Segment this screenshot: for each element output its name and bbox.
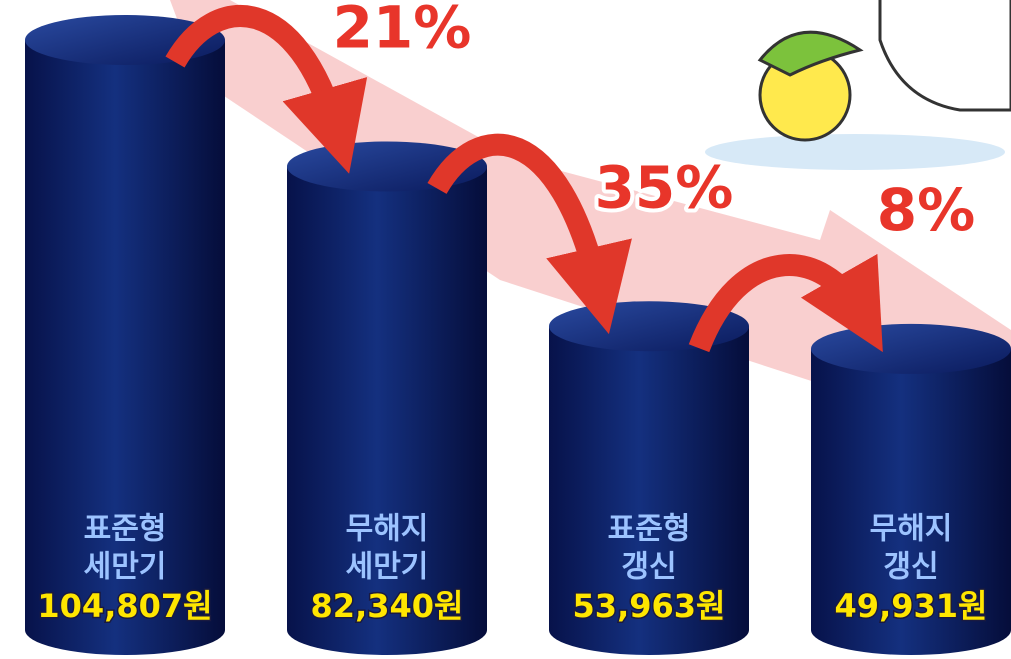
- value-label: 49,931원: [835, 587, 988, 625]
- change-arrow: [688, 253, 883, 353]
- ground: [705, 134, 1005, 170]
- change-label: 21%: [333, 0, 472, 62]
- bar: [811, 348, 1011, 630]
- bar: [25, 40, 225, 630]
- bar: [549, 326, 749, 630]
- category-label: 갱신: [883, 550, 938, 585]
- change-arrow: [427, 133, 632, 335]
- value-label: 104,807원: [37, 587, 212, 625]
- change-label: 35%: [595, 153, 734, 221]
- bear: [878, 0, 1011, 112]
- value-label: 82,340원: [311, 587, 464, 625]
- value-label: 53,963원: [573, 587, 726, 625]
- change-arrow: [165, 5, 368, 174]
- cylinder-top: [811, 323, 1011, 374]
- category-label: 무해지: [870, 512, 953, 547]
- bar: [287, 166, 487, 630]
- category-label: 세만기: [84, 550, 167, 585]
- category-label: 표준형: [608, 512, 691, 547]
- change-label: 8%: [877, 176, 975, 244]
- category-label: 무해지: [346, 512, 429, 547]
- category-label: 표준형: [84, 512, 167, 547]
- category-label: 세만기: [346, 550, 429, 585]
- mascot-leaf: [757, 30, 864, 77]
- category-label: 갱신: [621, 550, 676, 585]
